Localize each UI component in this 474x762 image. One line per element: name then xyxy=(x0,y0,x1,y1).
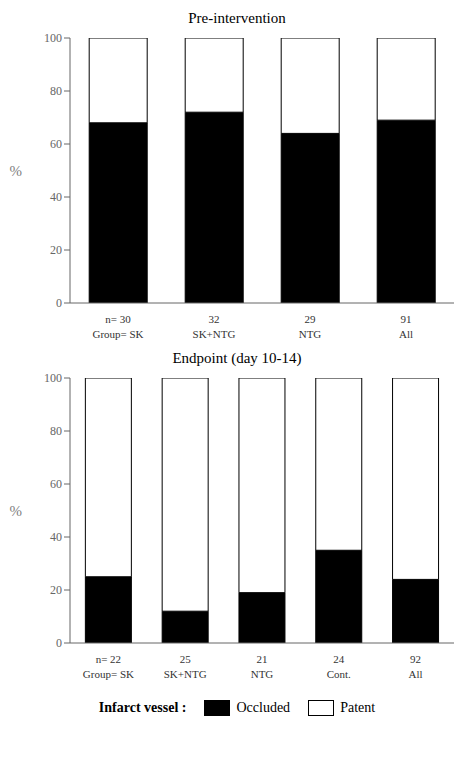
html-text:Patent: Patent xyxy=(340,700,376,715)
svg-text:91: 91 xyxy=(401,313,412,325)
svg-text:Group= SK: Group= SK xyxy=(92,328,143,340)
svg-text:All: All xyxy=(399,328,413,340)
svg-text:%: % xyxy=(10,503,23,519)
svg-text:24: 24 xyxy=(333,653,345,665)
html-text:Endpoint (day 10-14): Endpoint (day 10-14) xyxy=(172,350,302,366)
svg-text:40: 40 xyxy=(50,530,62,544)
svg-text:20: 20 xyxy=(50,583,62,597)
svg-text:60: 60 xyxy=(50,477,62,491)
svg-text:80: 80 xyxy=(50,84,62,98)
svg-text:60: 60 xyxy=(50,137,62,151)
svg-text:80: 80 xyxy=(50,424,62,438)
html-text:Pre-intervention: Pre-intervention xyxy=(188,10,286,26)
svg-text:100: 100 xyxy=(44,31,62,45)
svg-text:All: All xyxy=(409,668,423,680)
svg-text:40: 40 xyxy=(50,190,62,204)
svg-text:Cont.: Cont. xyxy=(327,668,351,680)
svg-text:n= 30: n= 30 xyxy=(105,313,131,325)
svg-text:29: 29 xyxy=(305,313,317,325)
html-text:Occluded: Occluded xyxy=(236,700,291,715)
svg-text:92: 92 xyxy=(410,653,421,665)
svg-text:0: 0 xyxy=(56,636,62,650)
svg-text:21: 21 xyxy=(257,653,268,665)
html-text:Infarct vessel :: Infarct vessel : xyxy=(98,700,187,715)
svg-text:0: 0 xyxy=(56,296,62,310)
svg-text:NTG: NTG xyxy=(299,328,322,340)
svg-text:SK+NTG: SK+NTG xyxy=(164,668,207,680)
svg-text:NTG: NTG xyxy=(251,668,274,680)
svg-text:Group= SK: Group= SK xyxy=(83,668,134,680)
svg-text:32: 32 xyxy=(209,313,220,325)
svg-text:100: 100 xyxy=(44,371,62,385)
svg-text:%: % xyxy=(10,163,23,179)
svg-text:20: 20 xyxy=(50,243,62,257)
svg-text:n= 22: n= 22 xyxy=(96,653,121,665)
svg-text:25: 25 xyxy=(180,653,192,665)
svg-text:SK+NTG: SK+NTG xyxy=(193,328,236,340)
